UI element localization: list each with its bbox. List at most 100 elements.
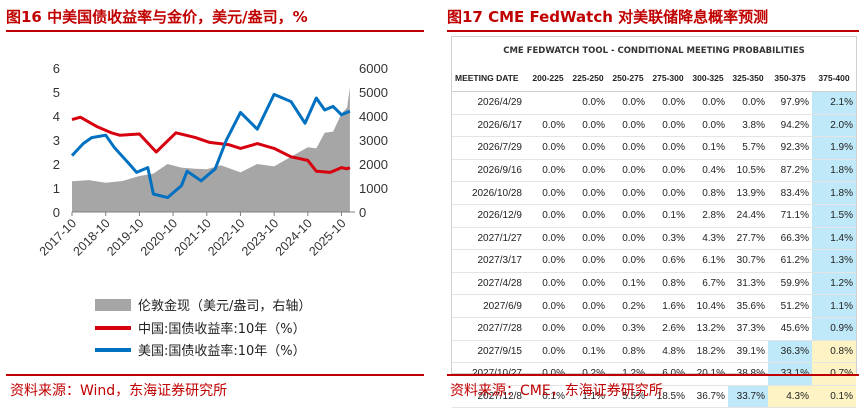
column-header-rate-range: 350-375 bbox=[768, 65, 812, 92]
table-row: 2027/1/27 0.0% 0.0% 0.0% 0.3% 4.3% 27.7% 66.3% 1… bbox=[452, 227, 856, 251]
probability-cell: 1.4% bbox=[812, 227, 856, 251]
probability-cell: 0.0% bbox=[528, 272, 568, 296]
column-header-rate-range: 200-225 bbox=[528, 65, 568, 92]
probability-cell: 0.0% bbox=[608, 91, 648, 115]
meeting-date-cell: 2026/10/28 bbox=[452, 181, 528, 205]
meeting-date-cell: 2027/6/9 bbox=[452, 294, 528, 318]
probability-cell: 1.9% bbox=[812, 136, 856, 160]
probability-cell: 0.0% bbox=[528, 294, 568, 318]
probability-cell: 1.1% bbox=[812, 294, 856, 318]
y-right-tick-label: 5000 bbox=[359, 85, 388, 100]
fedwatch-probability-table: MEETING DATE 200-225 225-250 250-275 275-300… bbox=[452, 65, 856, 408]
table-row: 2027/3/17 0.0% 0.0% 0.0% 0.6% 6.1% 30.7% 61.2% 1… bbox=[452, 249, 856, 273]
probability-cell: 0.0% bbox=[568, 317, 608, 341]
probability-cell: 0.1% bbox=[812, 385, 856, 408]
probability-cell: 1.5% bbox=[812, 204, 856, 228]
meeting-date-cell: 2027/7/28 bbox=[452, 317, 528, 341]
probability-cell: 4.8% bbox=[648, 340, 688, 364]
probability-cell: 0.0% bbox=[568, 272, 608, 296]
probability-cell: 0.0% bbox=[688, 114, 728, 138]
probability-cell: 5.7% bbox=[728, 136, 768, 160]
probability-cell: 97.9% bbox=[768, 91, 812, 115]
probability-cell: 10.5% bbox=[728, 159, 768, 183]
china-yield-line bbox=[71, 115, 351, 174]
probability-cell: 0.0% bbox=[568, 204, 608, 228]
probability-cell: 4.3% bbox=[688, 227, 728, 251]
probability-cell bbox=[528, 91, 568, 115]
probability-cell: 66.3% bbox=[768, 227, 812, 251]
probability-cell: 27.7% bbox=[728, 227, 768, 251]
probability-cell: 0.0% bbox=[568, 181, 608, 205]
probability-cell: 0.0% bbox=[608, 136, 648, 160]
yield-gold-chart: 012345601000200030004000500060002017-102… bbox=[37, 61, 388, 359]
probability-cell: 0.0% bbox=[568, 159, 608, 183]
y-left-tick-label: 4 bbox=[53, 109, 60, 124]
fedwatch-tool-header: CME FEDWATCH TOOL - CONDITIONAL MEETING … bbox=[503, 46, 805, 56]
probability-cell: 0.0% bbox=[608, 227, 648, 251]
probability-cell: 0.0% bbox=[568, 136, 608, 160]
probability-cell: 94.2% bbox=[768, 114, 812, 138]
gold-price-area bbox=[72, 87, 350, 212]
probability-cell: 18.2% bbox=[688, 340, 728, 364]
probability-cell: 0.0% bbox=[608, 114, 648, 138]
probability-cell: 0.1% bbox=[648, 204, 688, 228]
y-left-tick-label: 3 bbox=[53, 133, 60, 148]
probability-cell: 0.0% bbox=[528, 317, 568, 341]
probability-cell: 0.1% bbox=[608, 272, 648, 296]
probability-cell: 6.7% bbox=[688, 272, 728, 296]
probability-cell: 0.1% bbox=[568, 340, 608, 364]
probability-cell: 1.8% bbox=[812, 159, 856, 183]
y-left-tick-label: 1 bbox=[53, 181, 60, 196]
probability-cell: 45.6% bbox=[768, 317, 812, 341]
probability-cell: 10.4% bbox=[688, 294, 728, 318]
probability-cell: 1.1% bbox=[568, 385, 608, 408]
probability-cell: 33.7% bbox=[728, 385, 768, 408]
y-left-tick-label: 5 bbox=[53, 85, 60, 100]
table-row: 2026/4/29 0.0% 0.0% 0.0% 0.0% 0.0% 97.9% 2.1% bbox=[452, 91, 856, 115]
table-header-row: MEETING DATE 200-225 225-250 250-275 275-300… bbox=[452, 65, 856, 92]
probability-cell: 39.1% bbox=[728, 340, 768, 364]
probability-cell: 3.8% bbox=[728, 114, 768, 138]
table-row: 2027/4/28 0.0% 0.0% 0.1% 0.8% 6.7% 31.3% 59.9% 1… bbox=[452, 272, 856, 296]
table-row: 2026/7/29 0.0% 0.0% 0.0% 0.0% 0.1% 5.7% 92.3% 1.… bbox=[452, 136, 856, 160]
meeting-date-cell: 2026/6/17 bbox=[452, 114, 528, 138]
probability-cell: 59.9% bbox=[768, 272, 812, 296]
column-header-rate-range: 225-250 bbox=[568, 65, 608, 92]
probability-cell: 0.0% bbox=[568, 227, 608, 251]
probability-cell: 2.1% bbox=[812, 91, 856, 115]
probability-cell: 5.5% bbox=[608, 385, 648, 408]
probability-cell: 0.0% bbox=[528, 340, 568, 364]
y-right-tick-label: 0 bbox=[359, 205, 366, 220]
probability-cell: 0.8% bbox=[648, 272, 688, 296]
probability-cell: 0.0% bbox=[648, 181, 688, 205]
probability-cell: 24.4% bbox=[728, 204, 768, 228]
y-right-tick-label: 3000 bbox=[359, 133, 388, 148]
y-left-tick-label: 2 bbox=[53, 157, 60, 172]
probability-cell: 0.0% bbox=[608, 159, 648, 183]
probability-cell: 0.1% bbox=[528, 385, 568, 408]
probability-cell: 87.2% bbox=[768, 159, 812, 183]
probability-cell: 0.0% bbox=[568, 114, 608, 138]
left-source-note: 资料来源：Wind，东海证券研究所 bbox=[10, 383, 228, 399]
probability-cell: 0.0% bbox=[648, 91, 688, 115]
legend-swatch-gold bbox=[95, 299, 131, 311]
table-row: 2026/9/16 0.0% 0.0% 0.0% 0.0% 0.4% 10.5% 87.2% 1… bbox=[452, 159, 856, 183]
y-right-tick-label: 2000 bbox=[359, 157, 388, 172]
y-right-tick-label: 1000 bbox=[359, 181, 388, 196]
column-header-rate-range: 375-400 bbox=[812, 65, 856, 92]
probability-cell: 36.3% bbox=[768, 340, 812, 364]
probability-cell: 61.2% bbox=[768, 249, 812, 273]
x-tick-label: 2025-10 bbox=[306, 216, 348, 258]
meeting-date-cell: 2026/12/9 bbox=[452, 204, 528, 228]
probability-cell: 0.2% bbox=[608, 294, 648, 318]
probability-cell: 0.0% bbox=[608, 249, 648, 273]
probability-cell: 1.3% bbox=[812, 249, 856, 273]
meeting-date-cell: 2027/9/15 bbox=[452, 340, 528, 364]
table-row: 2027/9/15 0.0% 0.1% 0.8% 4.8% 18.2% 39.1% 36.3%… bbox=[452, 340, 856, 364]
legend-label: 中国:国债收益率:10年（%） bbox=[138, 321, 306, 337]
probability-cell: 0.0% bbox=[528, 159, 568, 183]
probability-cell: 0.6% bbox=[648, 249, 688, 273]
table-row: 2027/6/9 0.0% 0.0% 0.2% 1.6% 10.4% 35.6% 51.2% 1… bbox=[452, 294, 856, 318]
legend-label: 美国:国债收益率:10年（%） bbox=[138, 343, 306, 359]
probability-cell: 2.8% bbox=[688, 204, 728, 228]
